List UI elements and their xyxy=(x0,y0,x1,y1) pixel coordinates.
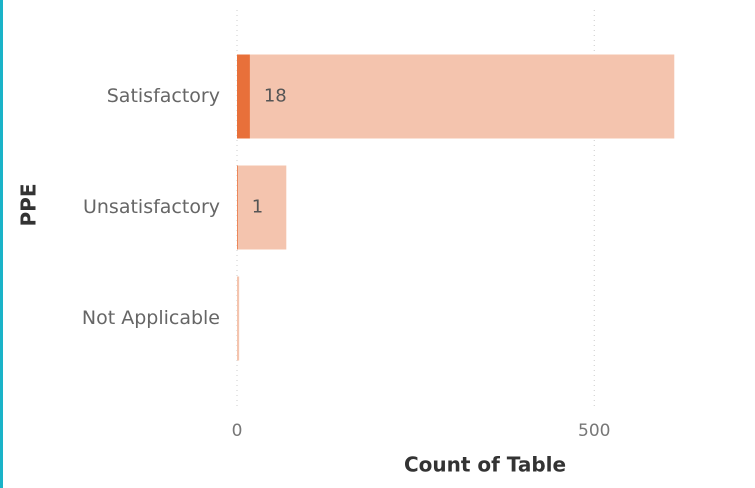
y-tick-label: Not Applicable xyxy=(82,307,220,329)
x-axis-title: Count of Table xyxy=(404,453,566,477)
bar xyxy=(237,276,240,361)
x-tick-label: 0 xyxy=(232,421,243,441)
bar xyxy=(237,165,238,250)
data-label: 1 xyxy=(252,197,263,218)
y-tick-label: Satisfactory xyxy=(107,85,220,107)
frame-border xyxy=(0,0,3,488)
bar xyxy=(237,165,287,250)
y-axis-title: PPE xyxy=(17,184,41,227)
bar xyxy=(237,54,675,139)
data-label: 18 xyxy=(264,86,287,107)
bar xyxy=(237,54,250,139)
x-tick-label: 500 xyxy=(578,421,610,441)
y-tick-label: Unsatisfactory xyxy=(83,196,220,218)
